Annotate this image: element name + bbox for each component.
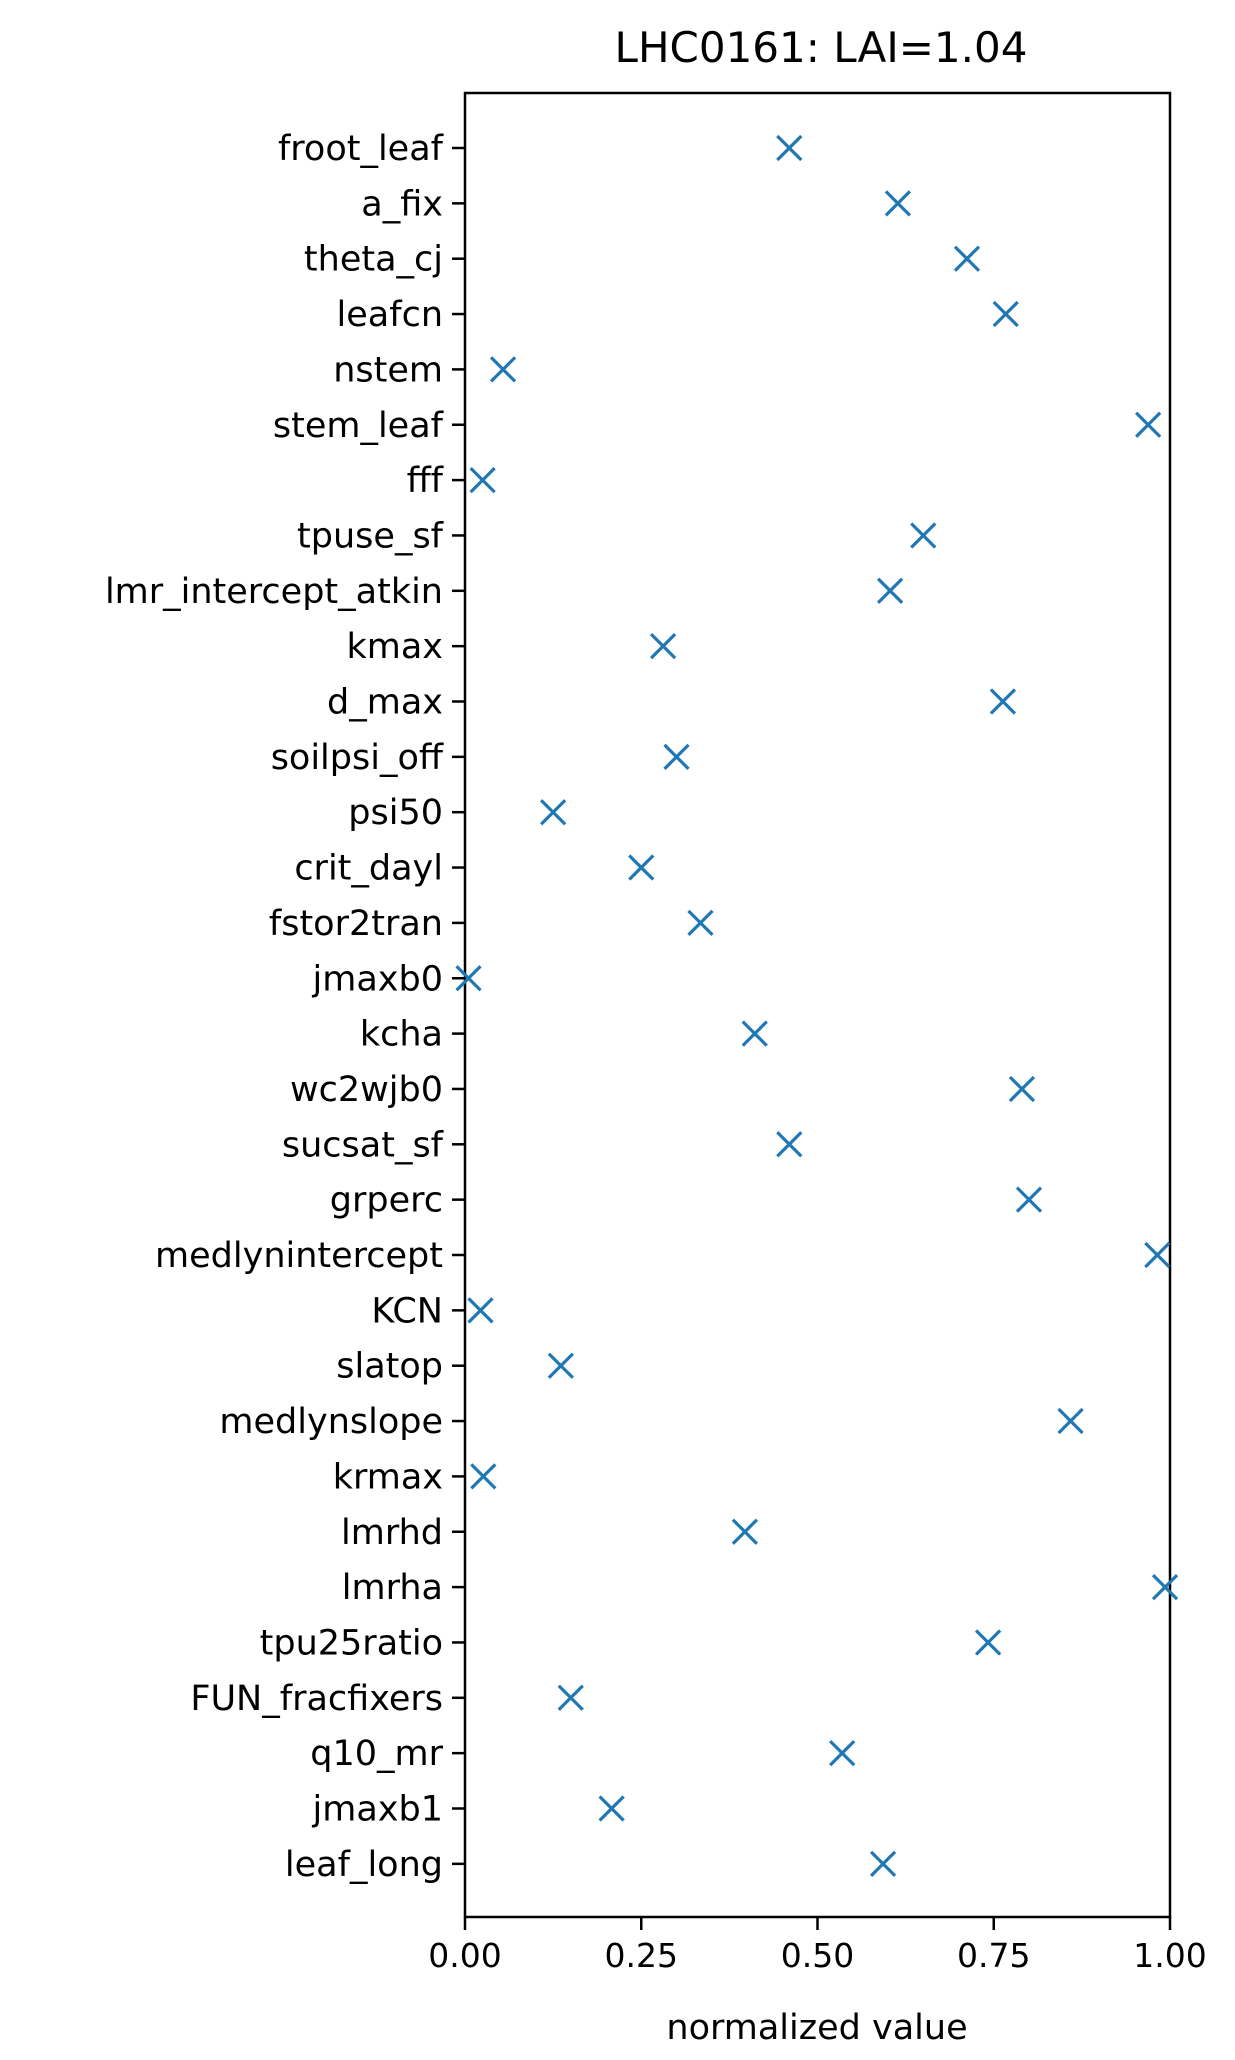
data-point-medlynintercept xyxy=(1144,1241,1171,1269)
data-point-tpuse_sf xyxy=(910,522,937,549)
y-tick-label: KCN xyxy=(371,1291,443,1331)
y-tick-label: q10_mr xyxy=(310,1734,443,1774)
y-tick-label: psi50 xyxy=(348,793,443,833)
y-tick-label: stem_leaf xyxy=(273,406,444,446)
x-tick-label: 0.25 xyxy=(605,1936,678,1975)
y-tick-label: medlynslope xyxy=(219,1402,443,1442)
data-point-leafcn xyxy=(992,300,1019,328)
x-axis-label: normalized value xyxy=(666,2008,967,2048)
data-point-soilpsi_off xyxy=(663,743,690,770)
chart-title: LHC0161: LAI=1.04 xyxy=(615,23,1028,72)
x-axis-ticks: 0.00 0.25 0.50 0.75 1.00 xyxy=(428,1917,1207,1975)
y-tick-label: nstem xyxy=(333,350,443,390)
data-point-slatop xyxy=(547,1352,575,1379)
y-tick-label: lmr_intercept_atkin xyxy=(105,572,443,612)
data-point-krmax xyxy=(470,1463,497,1490)
data-point-theta_cj xyxy=(953,245,981,272)
y-tick-label: lmrha xyxy=(342,1568,443,1608)
data-point-jmaxb1 xyxy=(598,1795,625,1822)
y-tick-label: fstor2tran xyxy=(269,904,443,944)
x-tick-label: 0.00 xyxy=(428,1936,501,1975)
y-tick-label: lmrhd xyxy=(341,1513,443,1553)
y-tick-label: theta_cj xyxy=(304,240,443,280)
y-tick-label: kcha xyxy=(360,1015,443,1055)
y-tick-label: crit_dayl xyxy=(294,849,443,889)
y-tick-label: wc2wjb0 xyxy=(290,1070,443,1110)
y-tick-label: a_fix xyxy=(361,184,443,224)
data-point-FUN_fracfixers xyxy=(557,1684,584,1711)
data-point-q10_mr xyxy=(829,1740,856,1767)
y-tick-label: slatop xyxy=(336,1347,443,1387)
data-point-d_max xyxy=(989,688,1017,715)
data-point-jmaxb0 xyxy=(455,965,482,992)
data-point-nstem xyxy=(489,356,517,383)
y-tick-label: leafcn xyxy=(337,295,443,335)
data-markers xyxy=(455,134,1179,1877)
y-tick-label: grperc xyxy=(330,1181,443,1221)
y-tick-label: tpuse_sf xyxy=(297,516,444,556)
data-point-fstor2tran xyxy=(687,909,714,937)
data-point-froot_leaf xyxy=(776,134,803,162)
data-point-stem_leaf xyxy=(1135,411,1162,438)
plot-frame xyxy=(463,91,1172,1919)
y-tick-label: froot_leaf xyxy=(278,129,444,169)
data-point-leaf_long xyxy=(869,1850,897,1877)
y-tick-label: fff xyxy=(407,461,444,501)
x-tick-label: 1.00 xyxy=(1133,1936,1206,1975)
y-tick-label: jmaxb0 xyxy=(312,959,443,999)
data-point-fff xyxy=(469,466,496,494)
y-tick-label: tpu25ratio xyxy=(260,1623,443,1663)
data-point-crit_dayl xyxy=(628,854,655,881)
data-point-wc2wjb0 xyxy=(1008,1075,1036,1103)
y-tick-label: soilpsi_off xyxy=(271,738,444,778)
data-point-KCN xyxy=(467,1297,494,1324)
data-point-kmax xyxy=(649,633,677,660)
data-point-lmrha xyxy=(1151,1573,1179,1601)
data-point-psi50 xyxy=(539,799,567,826)
data-point-sucsat_sf xyxy=(776,1131,803,1158)
data-point-lmr_intercept_atkin xyxy=(876,577,904,604)
y-tick-label: leaf_long xyxy=(285,1845,443,1885)
data-point-grperc xyxy=(1015,1186,1043,1213)
data-point-lmrhd xyxy=(731,1518,759,1545)
y-tick-label: krmax xyxy=(333,1457,443,1497)
y-tick-label: medlynintercept xyxy=(155,1236,443,1276)
y-tick-label: sucsat_sf xyxy=(282,1125,444,1165)
data-point-kcha xyxy=(741,1020,768,1047)
y-tick-label: kmax xyxy=(346,627,443,667)
x-tick-label: 0.75 xyxy=(957,1936,1030,1975)
y-tick-label: d_max xyxy=(327,683,443,723)
data-point-medlynslope xyxy=(1057,1407,1084,1435)
data-point-a_fix xyxy=(884,190,912,217)
y-tick-label: FUN_fracfixers xyxy=(190,1679,443,1719)
data-point-tpu25ratio xyxy=(974,1629,1002,1656)
y-tick-label: jmaxb1 xyxy=(312,1790,443,1830)
x-tick-label: 0.50 xyxy=(781,1936,854,1975)
